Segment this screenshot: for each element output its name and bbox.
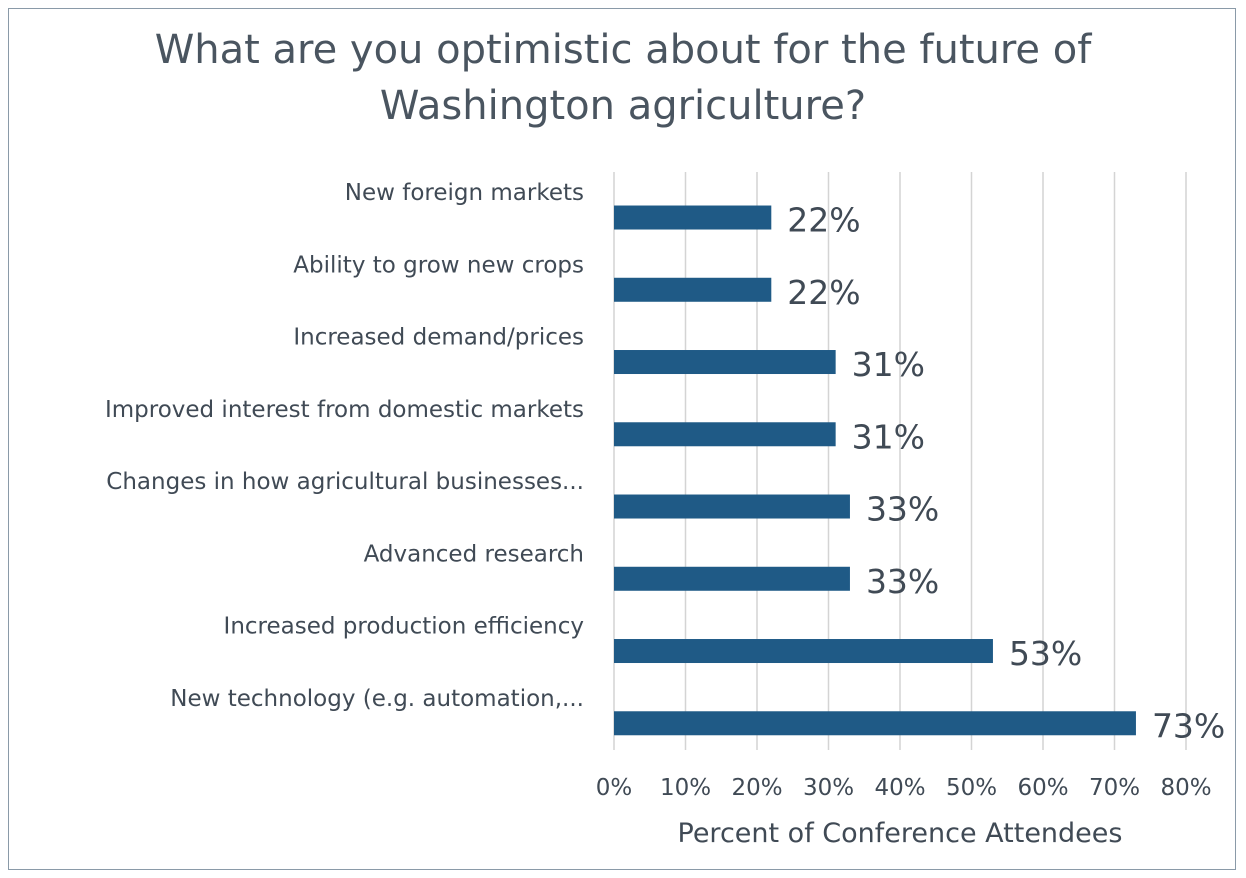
- x-tick-label: 60%: [1017, 775, 1068, 801]
- bar: [614, 494, 850, 519]
- bars: [614, 205, 1136, 736]
- category-label: Ability to grow new crops: [293, 252, 584, 278]
- data-label: 22%: [787, 273, 860, 312]
- data-label: 22%: [787, 201, 860, 240]
- bar: [614, 205, 772, 230]
- data-label: 33%: [866, 562, 939, 601]
- x-tick-label: 10%: [660, 775, 711, 801]
- category-label: Changes in how agricultural businesses..…: [106, 469, 584, 495]
- x-tick-label: 70%: [1089, 775, 1140, 801]
- data-label: 33%: [866, 490, 939, 529]
- gridlines: [613, 172, 1187, 750]
- bar: [614, 277, 772, 302]
- data-label: 73%: [1152, 706, 1225, 745]
- category-label: Advanced research: [364, 541, 584, 567]
- category-label: Improved interest from domestic markets: [105, 397, 584, 423]
- chart-title-line-2: Washington agriculture?: [379, 83, 867, 129]
- data-label: 31%: [852, 417, 925, 456]
- x-tick-label: 0%: [596, 775, 633, 801]
- x-tick-label: 20%: [731, 775, 782, 801]
- category-label: Increased production efficiency: [224, 614, 584, 640]
- category-label: New foreign markets: [345, 180, 584, 206]
- bar: [614, 566, 850, 591]
- data-labels: 22% 22% 31% 31% 33% 33% 53% 73%: [787, 201, 1225, 746]
- x-tick-label: 50%: [946, 775, 997, 801]
- category-label: Increased demand/prices: [293, 325, 584, 351]
- x-tick-label: 80%: [1160, 775, 1211, 801]
- x-tick-labels: 0% 10% 20% 30% 40% 50% 60% 70% 80%: [596, 775, 1212, 801]
- x-axis-label: Percent of Conference Attendees: [678, 818, 1123, 849]
- category-label: New technology (e.g. automation,...: [170, 686, 584, 712]
- data-label: 53%: [1009, 634, 1082, 673]
- bar: [614, 711, 1136, 736]
- bar: [614, 639, 993, 664]
- chart-title: What are you optimistic about for the fu…: [0, 22, 1246, 134]
- bar: [614, 350, 836, 375]
- data-label: 31%: [852, 345, 925, 384]
- chart-title-line-1: What are you optimistic about for the fu…: [154, 27, 1092, 73]
- x-tick-label: 40%: [874, 775, 925, 801]
- x-tick-label: 30%: [803, 775, 854, 801]
- category-labels: New foreign markets Ability to grow new c…: [105, 180, 584, 712]
- bar: [614, 422, 836, 447]
